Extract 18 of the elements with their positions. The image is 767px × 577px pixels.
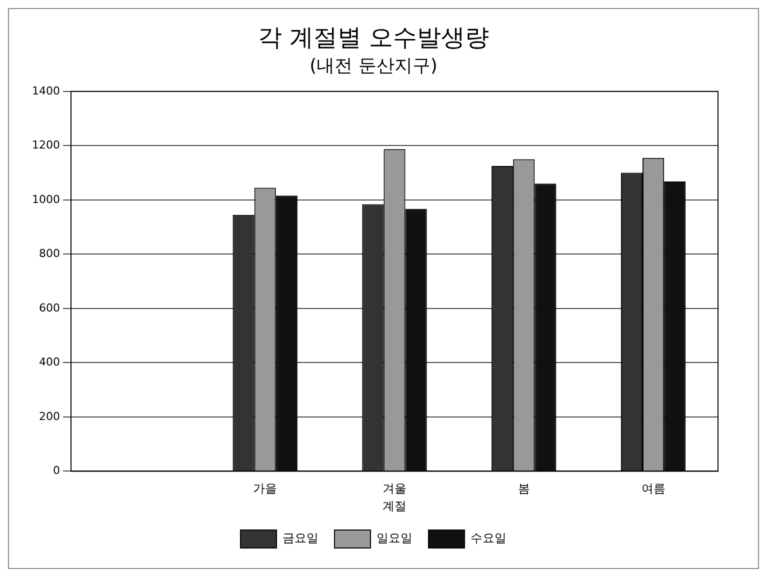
x-axis-title: 계절	[382, 498, 406, 513]
x-tick-label: 가을	[253, 482, 278, 496]
y-tick-label: 600	[38, 301, 60, 314]
x-tick-label: 겨울	[382, 482, 406, 496]
y-tick-label: 400	[38, 356, 60, 369]
x-tick-label: 여름	[641, 482, 666, 496]
y-tick-label: 1200	[32, 138, 60, 152]
y-tick-label: 1000	[32, 192, 60, 206]
y-tick-label: 1400	[32, 84, 60, 98]
legend-label: 일요일	[376, 531, 412, 546]
chart-title: 각 계절별 오수발생량	[258, 24, 490, 52]
chart-subtitle: (내전 둔산지구)	[310, 55, 438, 76]
legend-label: 금요일	[282, 531, 318, 546]
x-tick-label: 봄	[518, 482, 530, 496]
y-tick-label: 800	[38, 247, 60, 260]
y-tick-label: 200	[38, 410, 60, 423]
y-tick-label: 0	[52, 464, 60, 478]
legend-label: 수요일	[470, 531, 506, 546]
